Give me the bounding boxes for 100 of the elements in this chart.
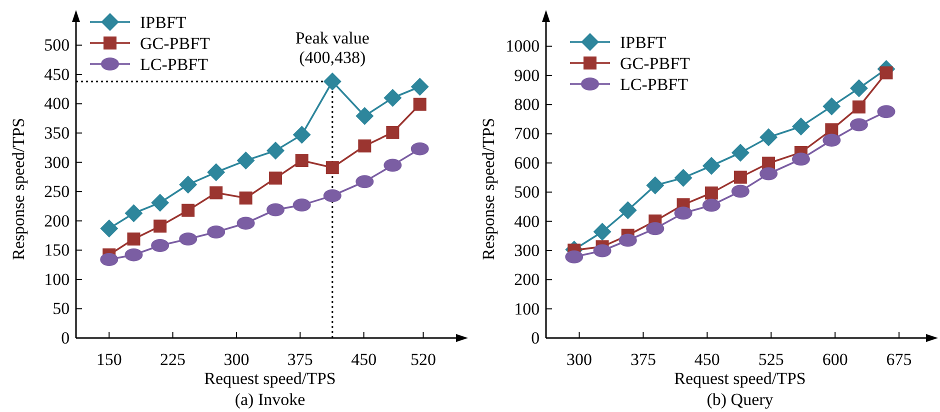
point	[124, 248, 143, 262]
point	[792, 117, 810, 136]
y-tick-label: 800	[514, 95, 540, 114]
legend-label: GC-PBFT	[140, 34, 211, 53]
point	[646, 222, 664, 236]
point	[239, 192, 252, 205]
point	[850, 118, 868, 132]
y-tick-label: 350	[44, 123, 70, 142]
point	[292, 126, 311, 144]
y-tick-label: 250	[44, 182, 70, 202]
point	[323, 189, 342, 202]
point	[731, 184, 750, 198]
point	[356, 175, 374, 188]
point	[731, 144, 750, 162]
point	[127, 232, 140, 246]
y-tick-label: 450	[44, 64, 70, 84]
y-tick-label: 500	[514, 182, 540, 202]
y-tick-label: 0	[531, 328, 540, 348]
point	[565, 250, 584, 264]
y-tick-label: 1000	[506, 36, 540, 56]
legend-label: IPBFT	[140, 13, 187, 32]
point	[179, 232, 198, 246]
point	[384, 158, 402, 172]
y-tick-label: 300	[514, 240, 540, 260]
point	[151, 238, 170, 252]
point	[674, 168, 692, 187]
y-tick-label: 50	[52, 299, 70, 318]
point	[358, 139, 372, 152]
point	[646, 176, 664, 194]
y-tick-label: 900	[514, 66, 540, 85]
point	[154, 220, 167, 233]
point	[179, 176, 198, 194]
point	[760, 167, 778, 180]
y-tick-label: 100	[44, 270, 70, 289]
text: (b) Query	[706, 390, 774, 409]
x-tick-label: 525	[758, 350, 784, 369]
x-axis-title: Request speed/TPS	[204, 369, 336, 388]
point	[593, 244, 612, 258]
y-tick-label: 200	[514, 270, 540, 290]
point	[618, 234, 637, 247]
point	[593, 222, 612, 241]
x-tick-label: 300	[566, 350, 592, 369]
point	[413, 98, 426, 111]
y-tick-label: 400	[44, 94, 70, 114]
x-tick-label: 600	[822, 350, 848, 369]
x-tick-label: 150	[96, 350, 122, 369]
x-tick-label: 225	[160, 350, 186, 369]
point	[266, 142, 285, 160]
y-tick-label: 100	[514, 299, 540, 318]
point	[877, 105, 896, 118]
point	[384, 88, 402, 107]
point	[124, 204, 143, 222]
legend-label: GC-PBFT	[620, 54, 691, 73]
point	[386, 126, 400, 139]
y-tick-label: 400	[514, 212, 540, 231]
point	[704, 186, 718, 200]
point	[100, 219, 118, 238]
point	[734, 170, 747, 184]
point	[295, 154, 308, 168]
y-tick-label: 0	[61, 328, 70, 348]
y-tick-label: 600	[514, 153, 540, 172]
point	[792, 152, 810, 166]
point	[182, 204, 195, 217]
point	[674, 206, 692, 220]
text: (a) Invoke	[234, 390, 306, 409]
annotation: Peak value (400,438)	[295, 28, 370, 68]
point	[822, 97, 841, 116]
point	[151, 194, 170, 212]
point	[702, 156, 720, 175]
point	[822, 134, 841, 147]
point	[410, 78, 429, 96]
y-tick-label: 150	[44, 240, 70, 260]
x-axis-title: Request speed/TPS	[674, 369, 806, 388]
legend-label: IPBFT	[620, 33, 667, 52]
point	[702, 198, 720, 212]
point	[852, 100, 866, 114]
y-tick-label: 700	[514, 124, 540, 144]
y-tick-label: 500	[44, 36, 70, 55]
x-tick-label: 300	[224, 350, 250, 369]
point	[326, 161, 339, 174]
point	[356, 107, 374, 126]
point	[880, 66, 893, 80]
point	[760, 128, 778, 146]
point	[618, 201, 637, 220]
legend-label: LC-PBFT	[140, 55, 209, 74]
x-tick-label: 450	[351, 350, 377, 369]
point	[100, 253, 118, 266]
legend-label: LC-PBFT	[620, 75, 689, 94]
x-tick-label: 375	[630, 350, 656, 369]
point	[236, 152, 255, 170]
point	[210, 186, 223, 200]
point	[323, 72, 342, 90]
y-axis-title: Response speed/TPS	[9, 118, 28, 260]
point	[236, 216, 255, 230]
point	[266, 203, 285, 216]
y-tick-label: 300	[44, 152, 70, 172]
point	[207, 163, 226, 182]
y-tick-label: 200	[44, 211, 70, 230]
x-tick-label: 375	[287, 350, 313, 369]
point	[410, 142, 429, 156]
